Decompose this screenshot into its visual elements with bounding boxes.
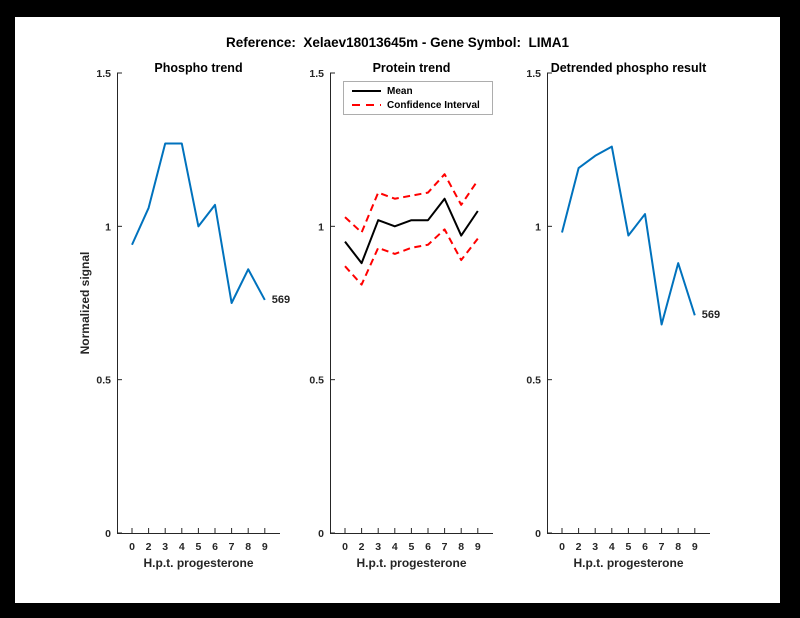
y-tick-label: 0 <box>318 528 324 540</box>
x-tick-label: 7 <box>229 541 235 553</box>
x-tick-label: 4 <box>609 541 615 553</box>
x-tick-label: 8 <box>675 541 681 553</box>
legend-row-confidence-interval: Confidence Interval <box>344 98 492 112</box>
y-tick-label: 0.5 <box>309 375 324 387</box>
series-line-mean <box>344 197 479 265</box>
x-tick-label: 2 <box>146 541 152 553</box>
y-tick-label: 0 <box>535 528 541 540</box>
y-axis-label: Normalized signal <box>78 251 92 355</box>
legend-row-mean: Mean <box>344 84 492 98</box>
x-tick-label: 0 <box>559 541 565 553</box>
mean-line-swatch-icon <box>352 90 381 92</box>
x-axis-label-protein: H.p.t. progesterone <box>356 556 467 570</box>
y-tick-label: 1.5 <box>309 68 324 80</box>
series-end-label: 569 <box>271 293 291 306</box>
x-tick-label: 8 <box>245 541 251 553</box>
x-axis-label-detrended: H.p.t. progesterone <box>573 556 684 570</box>
x-axis-label-phospho: H.p.t. progesterone <box>143 556 254 570</box>
subplot-title-phospho-trend: Phospho trend <box>154 61 243 75</box>
figure-title: Reference: Xelaev18013645m - Gene Symbol… <box>226 35 569 50</box>
x-tick-label: 7 <box>659 541 665 553</box>
y-tick-label: 0.5 <box>526 375 541 387</box>
x-tick-label: 4 <box>392 541 398 553</box>
x-tick-label: 6 <box>642 541 648 553</box>
series-line-detrended-phospho-signal <box>561 145 696 326</box>
x-tick-label: 5 <box>408 541 414 553</box>
x-tick-label: 5 <box>625 541 631 553</box>
y-tick-label: 0 <box>105 528 111 540</box>
y-tick-label: 1 <box>105 221 111 233</box>
x-tick-label: 6 <box>425 541 431 553</box>
x-tick-label: 3 <box>162 541 168 553</box>
legend: Mean Confidence Interval <box>343 81 493 115</box>
x-tick-label: 9 <box>692 541 698 553</box>
subplot-title-detrended-result: Detrended phospho result <box>550 61 707 75</box>
confidence-interval-line-swatch-icon <box>352 104 381 106</box>
series-line-confidence-interval-upper <box>344 173 479 234</box>
series-line-phospho-signal <box>131 142 266 304</box>
y-tick-label: 0.5 <box>96 375 111 387</box>
y-tick-label: 1 <box>535 221 541 233</box>
x-tick-label: 3 <box>592 541 598 553</box>
plots-svg: 00.511.50 2 3 4 5 6 7 8 900.511.50 2 3 4 5 6 7 8 900.511… <box>96 68 710 553</box>
x-tick-label: 9 <box>262 541 268 553</box>
x-tick-label: 7 <box>442 541 448 553</box>
x-tick-label: 0 <box>342 541 348 553</box>
y-tick-label: 1 <box>318 221 324 233</box>
series-line-confidence-interval-lower <box>344 228 479 286</box>
x-tick-label: 9 <box>475 541 481 553</box>
x-tick-label: 6 <box>212 541 218 553</box>
x-tick-label: 4 <box>179 541 185 553</box>
y-tick-label: 1.5 <box>526 68 541 80</box>
x-tick-label: 3 <box>375 541 381 553</box>
figure-canvas: Reference: Xelaev18013645m - Gene Symbol… <box>15 17 780 603</box>
x-tick-label: 8 <box>458 541 464 553</box>
x-tick-label: 2 <box>576 541 582 553</box>
x-tick-label: 0 <box>129 541 135 553</box>
x-tick-label: 2 <box>359 541 365 553</box>
legend-label-mean: Mean <box>387 85 413 97</box>
legend-label-confidence-interval: Confidence Interval <box>387 99 480 111</box>
subplot-title-protein-trend: Protein trend <box>372 61 451 75</box>
series-end-label: 569 <box>701 309 721 322</box>
y-tick-label: 1.5 <box>96 68 111 80</box>
x-tick-label: 5 <box>195 541 201 553</box>
